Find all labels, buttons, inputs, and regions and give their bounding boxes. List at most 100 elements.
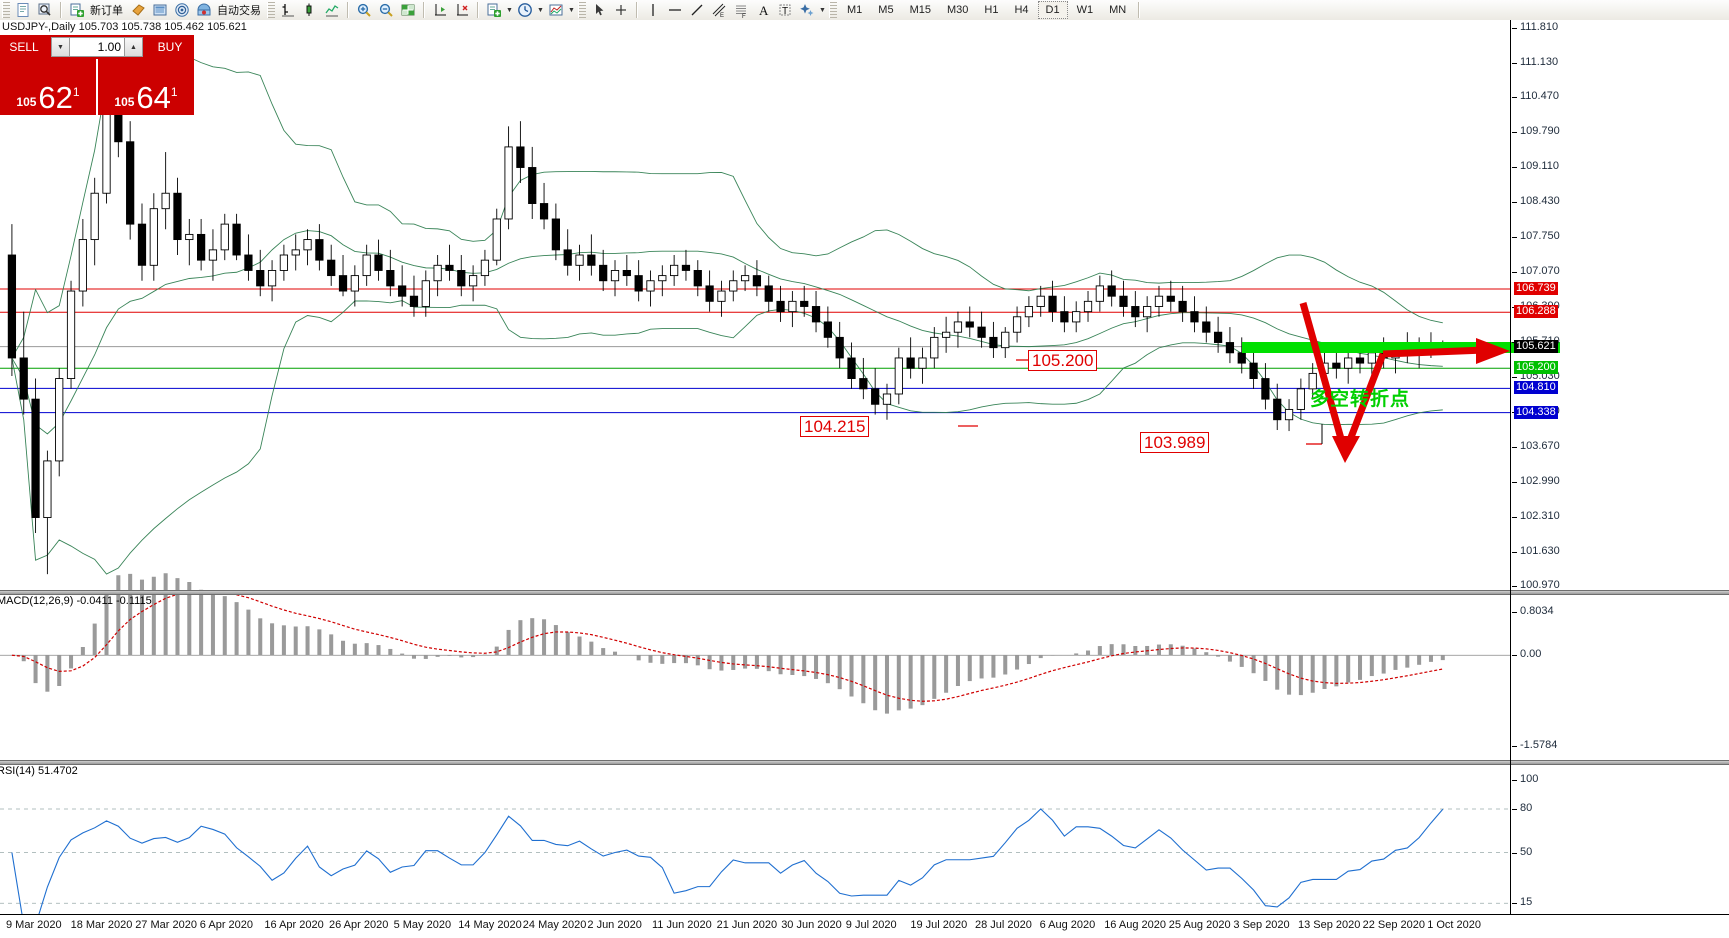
chart-area[interactable]: USDJPY-,Daily 105.703 105.738 105.462 10… (0, 20, 1729, 938)
templates-icon[interactable] (546, 1, 566, 19)
macd-label: MACD(12,26,9) -0.0411 -0.1115 (0, 595, 152, 607)
date-tick-label: 18 Mar 2020 (70, 919, 133, 931)
buy-price-display[interactable]: 105 64 1 (98, 59, 194, 115)
date-tick-label: 6 Apr 2020 (199, 919, 254, 931)
new-chart-icon[interactable] (13, 1, 33, 19)
toolbar-separator-5 (636, 2, 638, 18)
buy-price-main: 64 (136, 80, 171, 115)
rsi-label: RSI(14) 51.4702 (0, 765, 78, 777)
periods-icon[interactable] (515, 1, 535, 19)
chart-search-icon[interactable] (35, 1, 55, 19)
chart-shift-icon[interactable] (430, 1, 450, 19)
volume-input[interactable]: 1.00 (70, 37, 124, 57)
annotation-price-104215: 104.215 (800, 416, 870, 437)
date-scale[interactable]: 9 Mar 2020 18 Mar 2020 27 Mar 2020 6 Apr 20… (0, 914, 1729, 938)
shapes-icon[interactable] (797, 1, 817, 19)
oct-top-row: SELL ▼ 1.00 ▲ BUY (0, 35, 194, 59)
signals-icon[interactable] (172, 1, 192, 19)
text-icon[interactable]: A (753, 1, 773, 19)
timeframe-button-d1[interactable]: D1 (1037, 1, 1068, 19)
chart-canvas[interactable] (0, 20, 1729, 938)
date-tick-label: 11 Jun 2020 (652, 919, 712, 931)
crosshair-icon[interactable] (611, 1, 631, 19)
sell-button[interactable]: SELL (0, 35, 48, 59)
svg-text:E: E (720, 13, 724, 18)
svg-text:F: F (742, 14, 746, 18)
volume-increment-button[interactable]: ▲ (124, 37, 143, 57)
toolbar-separator-4 (477, 2, 479, 18)
text-label-icon[interactable]: T (775, 1, 795, 19)
timeframe-button-m5[interactable]: M5 (878, 4, 894, 16)
indicators-dropdown-caret[interactable]: ▼ (506, 6, 513, 14)
volume-stepper[interactable]: ▼ 1.00 ▲ (48, 35, 146, 59)
sell-price-fraction: 1 (72, 85, 80, 99)
buy-price-fraction: 1 (170, 85, 178, 99)
expert-advisor-icon[interactable] (128, 1, 148, 19)
annotation-price-103989: 103.989 (1140, 432, 1210, 453)
zoom-in-icon[interactable] (354, 1, 374, 19)
toolbar-grip-4[interactable] (829, 2, 837, 18)
horizontal-line-icon[interactable] (665, 1, 685, 19)
periods-dropdown-caret[interactable]: ▼ (537, 6, 544, 14)
fibonacci-icon[interactable]: F (731, 1, 751, 19)
timeframe-button-m15[interactable]: M15 (909, 4, 931, 16)
rsi-separator (0, 760, 1729, 765)
timeframe-button-mn[interactable]: MN (1109, 4, 1127, 16)
timeframe-button-m1[interactable]: M1 (847, 4, 863, 16)
toolbar-grip[interactable] (2, 2, 10, 18)
timeframe-button-w1[interactable]: W1 (1076, 4, 1094, 16)
sell-price-prefix: 105 (16, 95, 37, 109)
new-order-icon[interactable] (67, 1, 87, 19)
shapes-dropdown-caret[interactable]: ▼ (819, 6, 826, 14)
zoom-out-icon[interactable] (376, 1, 396, 19)
new-order-label[interactable]: 新订单 (90, 5, 123, 17)
annotation-price-105200: 105.200 (1028, 350, 1098, 371)
line-chart-icon[interactable] (322, 1, 342, 19)
date-tick-label: 2 Jun 2020 (587, 919, 642, 931)
candlestick-chart-icon[interactable] (300, 1, 320, 19)
one-click-trading-panel[interactable]: SELL ▼ 1.00 ▲ BUY 105 62 1 105 64 1 (0, 35, 194, 115)
buy-price-prefix: 105 (114, 95, 135, 109)
vertical-line-icon[interactable] (643, 1, 663, 19)
sell-price-display[interactable]: 105 62 1 (0, 59, 96, 115)
terminal-icon[interactable] (150, 1, 170, 19)
date-tick-label: 16 Apr 2020 (264, 919, 324, 931)
date-tick-label: 14 May 2020 (458, 919, 522, 931)
timeframe-button-h4[interactable]: H4 (1014, 4, 1029, 16)
toolbar-grip-2[interactable] (267, 2, 275, 18)
annotation-turning-point-note: 多空转折点 (1310, 389, 1411, 410)
templates-dropdown-caret[interactable]: ▼ (568, 6, 575, 14)
date-tick-label: 19 Jul 2020 (910, 919, 968, 931)
main-toolbar: 新订单 自动交易 ▼ ▼ ▼ (0, 0, 1729, 21)
auto-scroll-icon[interactable] (452, 1, 472, 19)
timeframe-button-h1[interactable]: H1 (984, 4, 999, 16)
svg-text:A: A (759, 3, 769, 18)
date-tick-label: 13 Sep 2020 (1298, 919, 1361, 931)
toolbar-grip-3[interactable] (578, 2, 586, 18)
buy-button[interactable]: BUY (146, 35, 194, 59)
market-icon[interactable] (194, 1, 214, 19)
volume-decrement-button[interactable]: ▼ (51, 37, 70, 57)
date-tick-label: 30 Jun 2020 (781, 919, 842, 931)
date-tick-label: 16 Aug 2020 (1104, 919, 1166, 931)
date-tick-label: 9 Jul 2020 (845, 919, 897, 931)
timeframe-bar: M1 M5 M15 M30 H1 H4 D1 W1 MN (839, 1, 1144, 19)
cursor-icon[interactable] (589, 1, 609, 19)
date-tick-label: 1 Oct 2020 (1427, 919, 1482, 931)
indicators-icon[interactable] (484, 1, 504, 19)
trendline-icon[interactable] (687, 1, 707, 19)
toolbar-separator-6 (1138, 2, 1141, 18)
data-window-icon[interactable] (398, 1, 418, 19)
bar-chart-icon[interactable] (278, 1, 298, 19)
date-tick-label: 3 Sep 2020 (1233, 919, 1290, 931)
auto-trading-label[interactable]: 自动交易 (217, 5, 261, 17)
toolbar-separator-2 (347, 2, 349, 18)
equidistant-channel-icon[interactable]: E (709, 1, 729, 19)
date-tick-label: 26 Apr 2020 (329, 919, 389, 931)
chart-quote-header: USDJPY-,Daily 105.703 105.738 105.462 10… (2, 21, 247, 33)
date-tick-label: 24 May 2020 (522, 919, 587, 931)
oct-price-row: 105 62 1 105 64 1 (0, 59, 194, 115)
date-tick-label: 21 Jun 2020 (716, 919, 778, 931)
date-tick-label: 6 Aug 2020 (1039, 919, 1096, 931)
timeframe-button-m30[interactable]: M30 (946, 4, 969, 16)
